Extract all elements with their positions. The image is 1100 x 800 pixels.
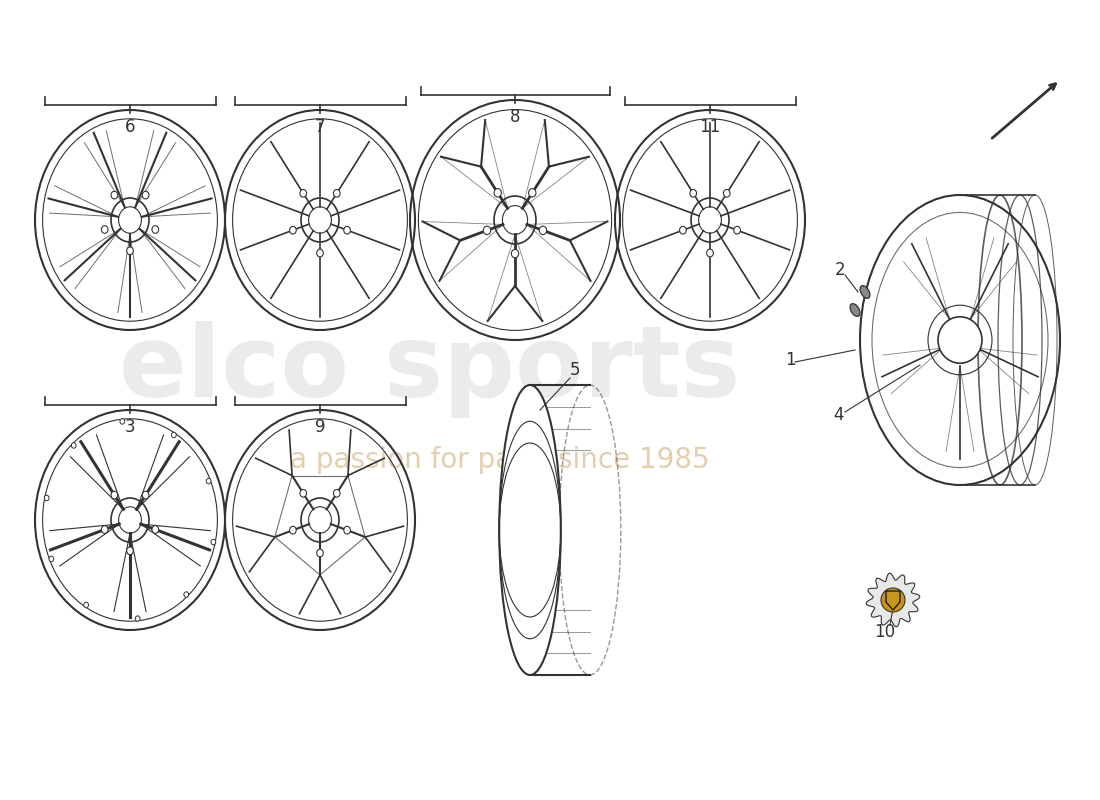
Text: a passion for parts since 1985: a passion for parts since 1985	[290, 446, 710, 474]
Ellipse shape	[344, 226, 351, 234]
Text: 1: 1	[784, 351, 795, 369]
Text: 2: 2	[835, 261, 845, 279]
Ellipse shape	[135, 616, 140, 622]
Ellipse shape	[539, 226, 547, 234]
Ellipse shape	[529, 189, 536, 197]
Ellipse shape	[499, 385, 561, 675]
Ellipse shape	[512, 250, 519, 258]
Ellipse shape	[152, 226, 158, 234]
Ellipse shape	[724, 190, 730, 197]
Ellipse shape	[300, 190, 307, 197]
Ellipse shape	[211, 539, 216, 545]
Ellipse shape	[850, 304, 860, 316]
Ellipse shape	[494, 189, 502, 197]
Text: 3: 3	[124, 418, 135, 436]
Ellipse shape	[72, 442, 76, 448]
Ellipse shape	[142, 491, 148, 499]
Ellipse shape	[101, 526, 108, 534]
Ellipse shape	[111, 191, 118, 199]
Ellipse shape	[938, 317, 982, 363]
Text: 4: 4	[833, 406, 844, 424]
Ellipse shape	[680, 226, 686, 234]
Ellipse shape	[111, 491, 118, 499]
Ellipse shape	[206, 478, 211, 484]
Text: 6: 6	[124, 118, 135, 136]
Ellipse shape	[289, 226, 296, 234]
Ellipse shape	[483, 226, 491, 234]
Text: elco sports: elco sports	[120, 322, 740, 418]
Ellipse shape	[706, 249, 713, 257]
Text: 7: 7	[315, 118, 326, 136]
Text: 10: 10	[874, 623, 895, 641]
Ellipse shape	[734, 226, 740, 234]
Ellipse shape	[300, 490, 307, 497]
Ellipse shape	[172, 432, 176, 438]
Circle shape	[881, 588, 905, 612]
Ellipse shape	[860, 286, 870, 298]
Ellipse shape	[126, 247, 133, 254]
Ellipse shape	[317, 549, 323, 557]
Ellipse shape	[84, 602, 88, 608]
Text: 9: 9	[315, 418, 326, 436]
Text: 11: 11	[700, 118, 720, 136]
Ellipse shape	[120, 418, 124, 424]
Ellipse shape	[152, 526, 158, 534]
Ellipse shape	[101, 226, 108, 234]
Ellipse shape	[690, 190, 696, 197]
Ellipse shape	[126, 547, 133, 554]
Ellipse shape	[333, 190, 340, 197]
Ellipse shape	[142, 191, 148, 199]
Ellipse shape	[184, 592, 188, 598]
Polygon shape	[866, 574, 920, 626]
Ellipse shape	[289, 526, 296, 534]
Ellipse shape	[333, 490, 340, 497]
Ellipse shape	[317, 249, 323, 257]
Ellipse shape	[860, 195, 1060, 485]
Ellipse shape	[344, 526, 351, 534]
Text: 8: 8	[509, 108, 520, 126]
Ellipse shape	[50, 556, 54, 562]
Ellipse shape	[44, 495, 50, 501]
Text: 5: 5	[570, 361, 581, 379]
